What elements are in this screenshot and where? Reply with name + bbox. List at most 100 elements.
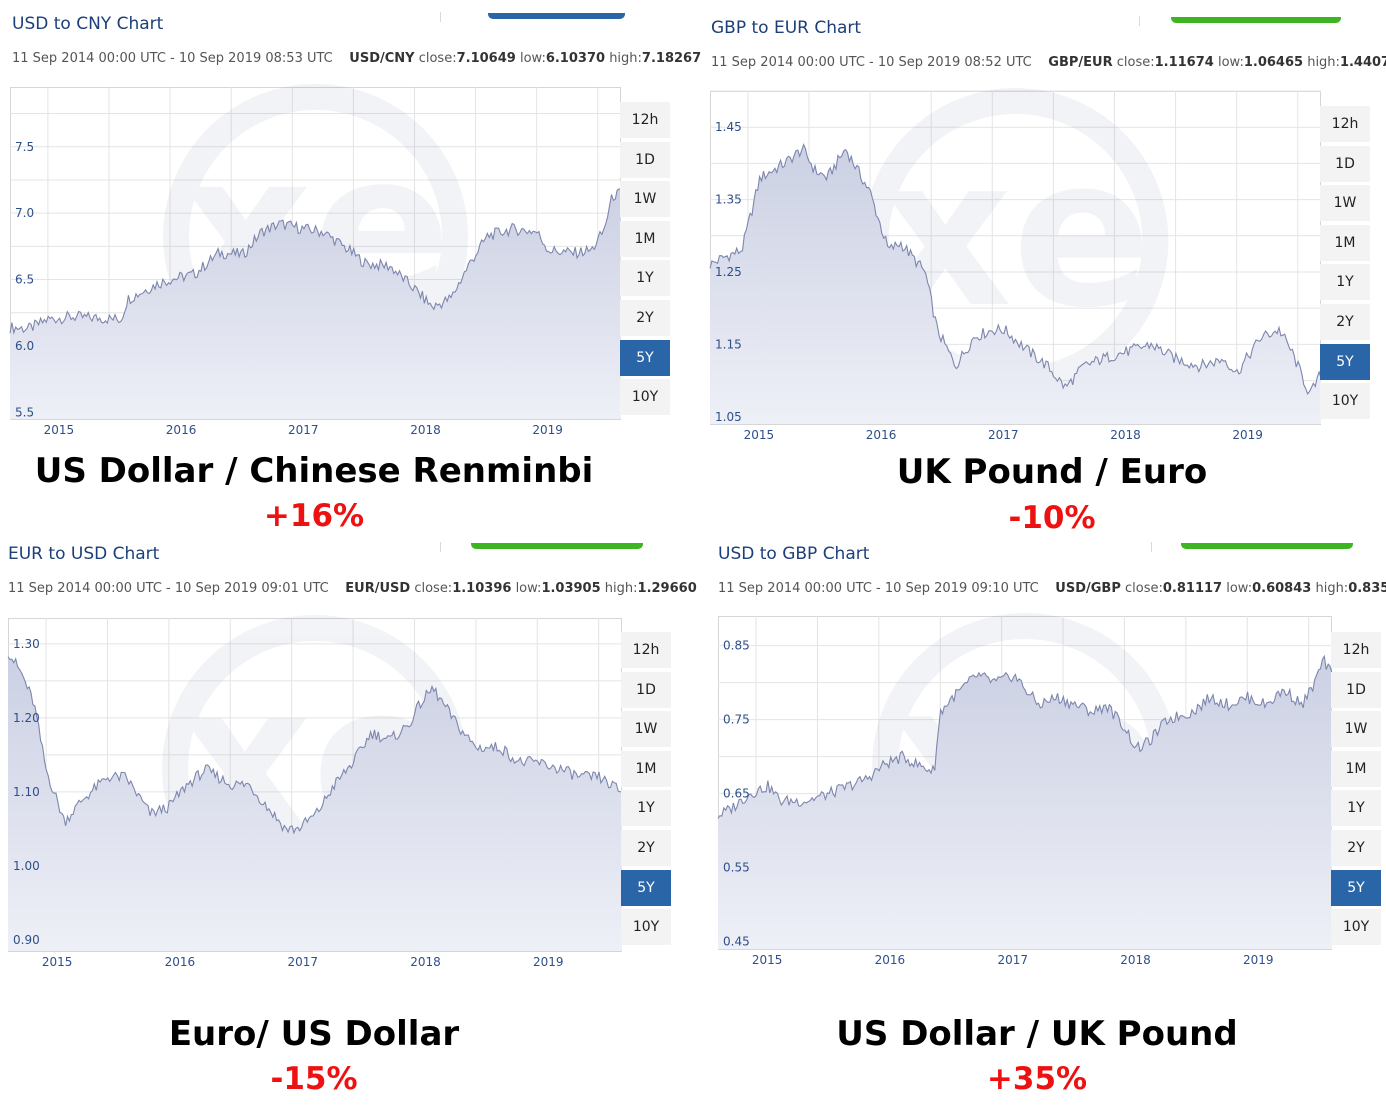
range-button-2y[interactable]: 2Y [1320, 304, 1370, 340]
title-divider [1151, 542, 1152, 552]
y-tick-label: 1.10 [13, 785, 40, 799]
range-button-1m[interactable]: 1M [1320, 224, 1370, 261]
y-tick-label: 6.5 [15, 273, 34, 287]
low-value: 1.06465 [1243, 55, 1304, 70]
series-line [7, 656, 623, 835]
y-tick-label: 0.90 [13, 933, 40, 947]
y-tick-label: 1.35 [715, 193, 742, 207]
close-label: close: [418, 51, 457, 66]
high-value: 1.44072 [1339, 55, 1386, 70]
close-value: 1.11674 [1154, 55, 1214, 70]
range-button-2y[interactable]: 2Y [620, 300, 670, 336]
range-button-1y[interactable]: 1Y [620, 260, 670, 297]
date-range: 11 Sep 2014 00:00 UTC - 10 Sep 2019 08:5… [12, 51, 333, 66]
x-tick-label: 2015 [752, 953, 783, 967]
high-label: high: [1307, 55, 1340, 70]
range-button-1d[interactable]: 1D [621, 671, 671, 708]
accent-bar [471, 543, 643, 549]
low-label: low: [1226, 581, 1253, 596]
range-button-10y[interactable]: 10Y [1320, 383, 1370, 420]
date-range: 11 Sep 2014 00:00 UTC - 10 Sep 2019 09:1… [718, 581, 1039, 596]
chart-title: USD to GBP Chart [718, 544, 870, 564]
range-button-1d[interactable]: 1D [1320, 145, 1370, 182]
percent-change: +16% [263, 498, 365, 534]
series-line [9, 188, 622, 335]
chart-meta: 11 Sep 2014 00:00 UTC - 10 Sep 2019 08:5… [12, 51, 701, 66]
high-value: 0.83560 [1348, 581, 1386, 596]
x-tick-label: 2017 [287, 955, 318, 969]
x-tick-label: 2019 [532, 423, 563, 437]
close-label: close: [1125, 581, 1163, 596]
chart-meta: 11 Sep 2014 00:00 UTC - 10 Sep 2019 08:5… [711, 55, 1386, 70]
range-button-12h[interactable]: 12h [1320, 106, 1370, 142]
range-button-5y[interactable]: 5Y [621, 869, 671, 906]
low-value: 1.03905 [541, 581, 601, 596]
y-tick-label: 0.45 [723, 935, 750, 949]
range-button-1y[interactable]: 1Y [1331, 790, 1381, 827]
series-area [718, 656, 1332, 949]
range-button-1y[interactable]: 1Y [621, 790, 671, 827]
range-button-1m[interactable]: 1M [621, 750, 671, 787]
range-button-5y[interactable]: 5Y [1320, 343, 1370, 380]
x-tick-label: 2016 [875, 953, 906, 967]
range-button-10y[interactable]: 10Y [620, 379, 670, 416]
close-value: 0.81117 [1162, 581, 1223, 596]
range-button-5y[interactable]: 5Y [620, 339, 670, 376]
x-tick-label: 2019 [533, 955, 564, 969]
y-tick-label: 7.0 [15, 206, 34, 220]
date-range: 11 Sep 2014 00:00 UTC - 10 Sep 2019 09:0… [8, 581, 329, 596]
percent-change: -15% [270, 1061, 358, 1097]
range-button-12h[interactable]: 12h [621, 632, 671, 668]
range-button-1y[interactable]: 1Y [1320, 264, 1370, 301]
chart-meta: 11 Sep 2014 00:00 UTC - 10 Sep 2019 09:0… [8, 581, 697, 596]
range-button-1d[interactable]: 1D [620, 141, 670, 178]
x-tick-label: 2015 [42, 955, 73, 969]
y-tick-label: 0.75 [723, 713, 750, 727]
y-tick-label: 1.00 [13, 859, 40, 873]
range-button-5y[interactable]: 5Y [1331, 869, 1381, 906]
range-button-12h[interactable]: 12h [620, 102, 670, 138]
range-button-2y[interactable]: 2Y [621, 830, 671, 866]
x-tick-label: 2016 [166, 423, 197, 437]
pair-description: US Dollar / Chinese Renminbi [34, 451, 594, 491]
x-tick-label: 2017 [997, 953, 1028, 967]
chart-title: EUR to USD Chart [8, 544, 160, 564]
range-button-10y[interactable]: 10Y [621, 909, 671, 946]
accent-bar [488, 13, 625, 19]
pair-label: USD/CNY [349, 51, 415, 66]
range-button-1m[interactable]: 1M [620, 220, 670, 257]
range-button-1d[interactable]: 1D [1331, 671, 1381, 708]
range-button-1w[interactable]: 1W [620, 181, 670, 218]
range-button-1w[interactable]: 1W [1331, 711, 1381, 748]
y-tick-label: 1.30 [13, 637, 40, 651]
x-tick-label: 2018 [410, 423, 441, 437]
title-divider [440, 542, 441, 552]
range-button-10y[interactable]: 10Y [1331, 909, 1381, 946]
range-button-1w[interactable]: 1W [1320, 185, 1370, 222]
series-line [709, 142, 1322, 396]
range-button-1w[interactable]: 1W [621, 711, 671, 748]
pair-label: USD/GBP [1055, 581, 1121, 596]
high-label: high: [1315, 581, 1349, 596]
low-label: low: [515, 581, 542, 596]
series-area [10, 189, 621, 419]
low-value: 6.10370 [545, 51, 606, 66]
y-tick-label: 5.5 [15, 405, 34, 419]
x-tick-label: 2015 [744, 428, 775, 442]
high-value: 7.18267 [641, 51, 702, 66]
x-tick-label: 2017 [288, 423, 319, 437]
y-tick-label: 1.45 [715, 120, 742, 134]
percent-change: +35% [986, 1061, 1088, 1097]
y-tick-label: 0.85 [723, 639, 750, 653]
low-label: low: [519, 51, 546, 66]
range-button-12h[interactable]: 12h [1331, 632, 1381, 668]
title-divider [440, 12, 441, 22]
range-button-2y[interactable]: 2Y [1331, 830, 1381, 866]
pair-description: UK Pound / Euro [896, 452, 1208, 492]
high-label: high: [604, 581, 638, 596]
range-button-1m[interactable]: 1M [1331, 750, 1381, 787]
x-tick-label: 2018 [1110, 428, 1141, 442]
